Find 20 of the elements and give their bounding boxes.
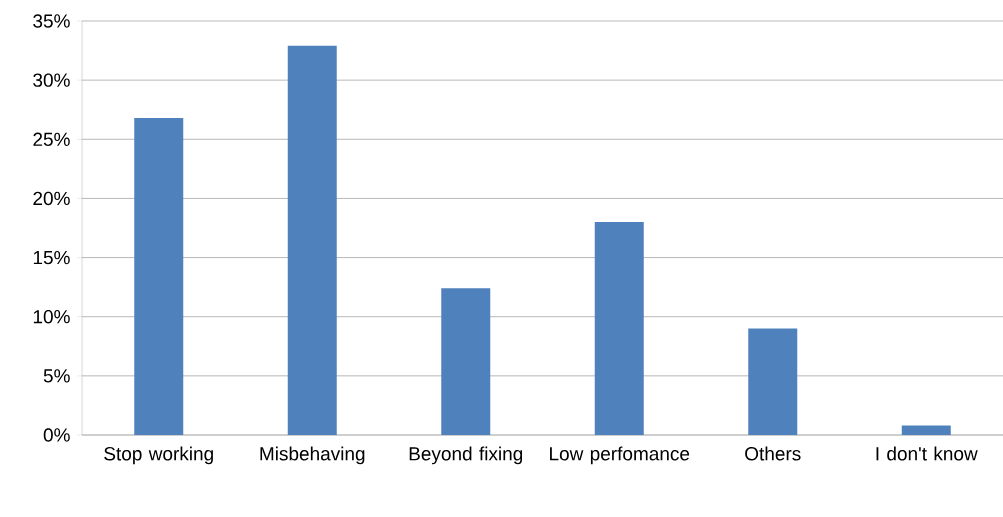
x-tick-label: I don't know <box>876 446 978 461</box>
y-tick-label: 0% <box>43 428 70 442</box>
y-tick-label: 30% <box>33 73 70 87</box>
x-tick-label: Stop working <box>104 446 213 465</box>
bar <box>594 222 644 435</box>
bar <box>748 328 798 435</box>
x-tick-label: Low perfomance <box>550 446 690 465</box>
y-tick-label: 10% <box>33 309 70 324</box>
y-tick-label: 5% <box>43 369 70 383</box>
y-tick-label: 20% <box>33 191 70 206</box>
bar <box>441 288 491 435</box>
x-tick-label: Others <box>745 446 801 461</box>
bar <box>287 45 337 435</box>
bar <box>134 117 184 435</box>
y-tick-label: 15% <box>33 250 70 265</box>
y-tick-label: 35% <box>33 14 70 28</box>
y-tick-label: 25% <box>33 132 70 147</box>
x-tick-label: Beyond fixing <box>409 446 523 465</box>
x-tick-label: Misbehaving <box>260 446 365 465</box>
bar <box>901 425 951 435</box>
